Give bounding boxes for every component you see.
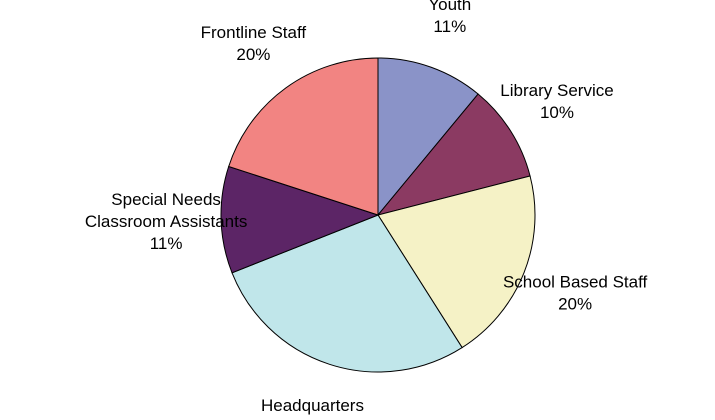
pie-label-school-based-staff: School Based Staff 20% xyxy=(503,273,648,314)
pie-category-label: Headquarters xyxy=(261,396,364,415)
pie-slice-library-service xyxy=(376,93,531,216)
pie-slice-school-based-staff xyxy=(377,175,536,349)
pie-category-label: Classroom Assistants xyxy=(85,212,248,231)
pie-category-label: School Based Staff xyxy=(503,273,648,292)
pie-slice-frontline-staff xyxy=(228,57,379,216)
pie-slice-special-needs-classroom-assistants xyxy=(220,165,380,274)
pie-value-label: 20% xyxy=(236,45,270,64)
pie-label-youth: Youth 11% xyxy=(428,0,471,36)
pie-label-frontline-staff: Frontline Staff 20% xyxy=(201,23,307,64)
pie-value-label: 11% xyxy=(150,234,183,253)
pie-label-headquarters: Headquarters 28% xyxy=(261,396,364,420)
pie-slice-youth xyxy=(377,57,479,217)
pie-category-label: Frontline Staff xyxy=(201,23,307,42)
pie-value-label: 20% xyxy=(558,295,592,314)
pie-labels: Youth 11% Library Service 10% School Based S… xyxy=(85,0,648,420)
pie-value-label: 11% xyxy=(433,17,466,36)
pie-value-label: 10% xyxy=(540,103,574,122)
pie-slice-headquarters xyxy=(231,214,463,373)
pie-value-label: 28% xyxy=(295,418,329,420)
pie-label-library-service: Library Service 10% xyxy=(500,81,613,122)
pie-slices xyxy=(220,57,536,373)
pie-category-label: Library Service xyxy=(500,81,613,100)
pie-label-special-needs-classroom-assistants: Special Needs Classroom Assistants 11% xyxy=(85,190,248,253)
pie-category-label: Special Needs xyxy=(111,190,221,209)
pie-category-label: Youth xyxy=(428,0,471,14)
